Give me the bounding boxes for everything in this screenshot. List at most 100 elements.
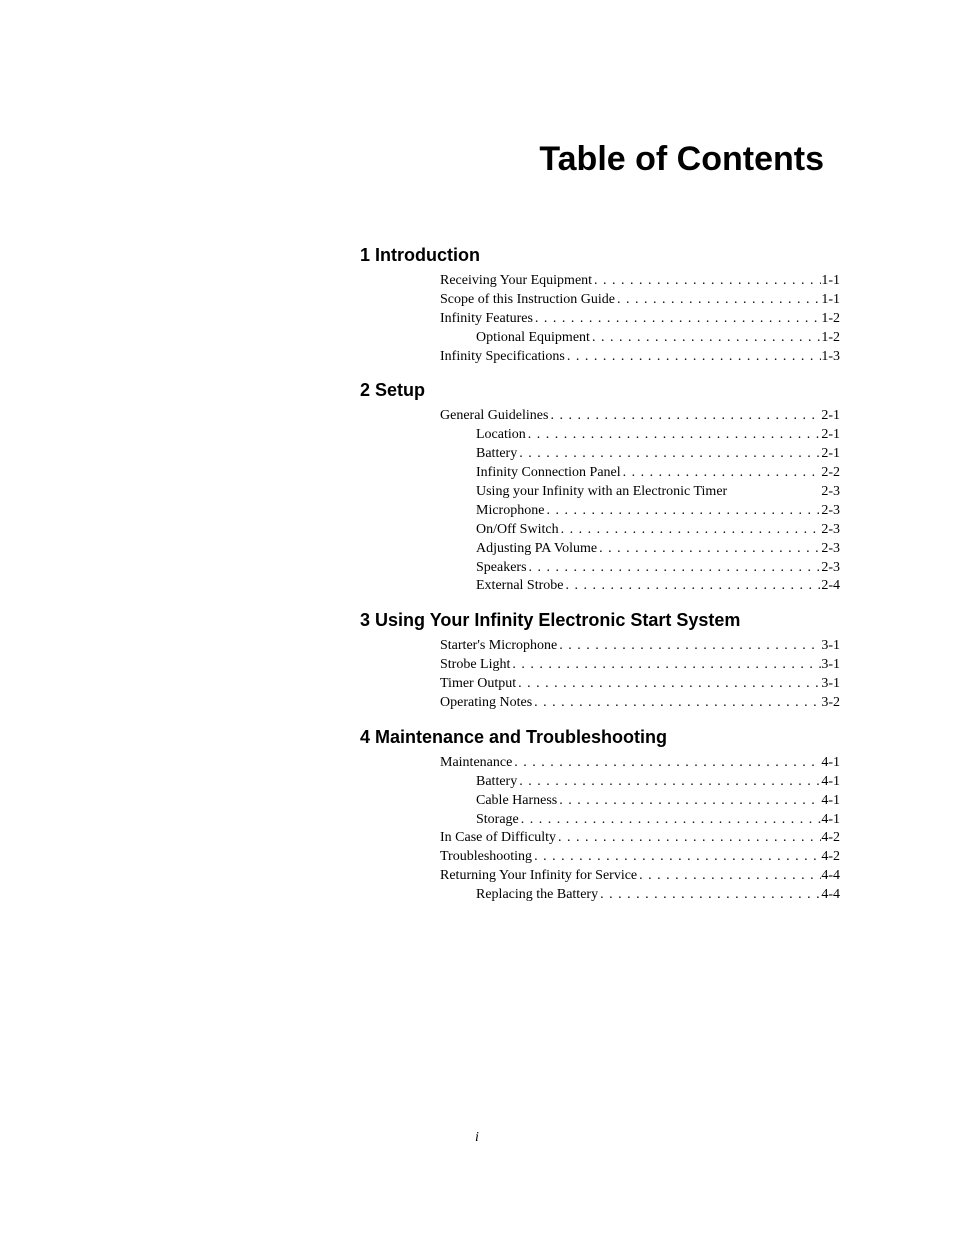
toc-leader-dots [559,521,822,540]
toc-entry-page: 4-1 [821,773,840,792]
toc-entry-label: Maintenance [440,754,512,773]
toc-entry-label: Storage [476,811,519,830]
toc-entry: Replacing the Battery 4-4 [476,886,840,905]
toc-entry: Strobe Light 3-1 [440,656,840,675]
toc-leader-dots [615,291,821,310]
toc-entry-label: Scope of this Instruction Guide [440,291,615,310]
toc-entry-page: 4-2 [821,848,840,867]
toc-entry-page: 4-1 [821,811,840,830]
toc-leader-dots [544,502,821,521]
toc-entry-page: 2-1 [821,445,840,464]
toc-entry-page: 3-1 [821,637,840,656]
toc-leader-dots [548,407,821,426]
toc-leader-dots [510,656,821,675]
toc-entry: Maintenance 4-1 [440,754,840,773]
toc-entry-page: 2-3 [821,521,840,540]
toc-leader-dots [563,577,821,596]
toc-entry: Scope of this Instruction Guide 1-1 [440,291,840,310]
toc-entry-page: 2-3 [821,502,840,521]
toc-leader-dots [621,464,822,483]
chapter-heading: 1 Introduction [360,245,854,266]
toc-leader-dots [532,694,821,713]
toc-entry-page: 2-3 [821,559,840,578]
toc-entry-label: Speakers [476,559,527,578]
toc-entry: Receiving Your Equipment 1-1 [440,272,840,291]
toc-entry-label: Strobe Light [440,656,510,675]
toc-leader-dots [556,829,821,848]
toc-block: General Guidelines 2-1 Location 2-1 Battery 2… [440,407,840,596]
toc-entry-label: Returning Your Infinity for Service [440,867,637,886]
toc-entry: Troubleshooting 4-2 [440,848,840,867]
toc-entry-page: 2-1 [821,407,840,426]
toc-page: Table of Contents 1 Introduction Receivin… [0,0,954,905]
toc-entry: Adjusting PA Volume2-3 [476,540,840,559]
toc-entry-label: General Guidelines [440,407,548,426]
toc-entry: In Case of Difficulty4-2 [440,829,840,848]
toc-leader-dots [565,348,822,367]
toc-entry-label: Optional Equipment [476,329,590,348]
toc-entry: On/Off Switch 2-3 [476,521,840,540]
toc-entry: Infinity Connection Panel 2-2 [476,464,840,483]
toc-entry-page: 3-2 [821,694,840,713]
toc-entry-page: 2-3 [821,540,840,559]
toc-entry: Storage 4-1 [476,811,840,830]
toc-entry-label: Timer Output [440,675,516,694]
toc-leader-dots [516,675,821,694]
toc-entry: Infinity Features1-2 [440,310,840,329]
toc-entry-label: Cable Harness [476,792,557,811]
toc-body: 1 Introduction Receiving Your Equipment 1-… [100,245,854,905]
toc-entry-page: 1-2 [821,329,840,348]
toc-entry-label: External Strobe [476,577,563,596]
toc-entry-label: Using your Infinity with an Electronic T… [476,483,727,502]
toc-entry-page: 2-4 [821,577,840,596]
toc-entry-page: 3-1 [821,656,840,675]
toc-entry-page: 4-4 [821,886,840,905]
toc-entry-label: Microphone [476,502,544,521]
toc-entry-label: Receiving Your Equipment [440,272,592,291]
toc-leader-dots [519,811,822,830]
toc-entry-label: Starter's Microphone [440,637,557,656]
toc-entry-label: Location [476,426,526,445]
toc-entry-page: 1-1 [821,291,840,310]
toc-leader-dots [526,426,822,445]
toc-entry: Optional Equipment 1-2 [476,329,840,348]
toc-leader-dots [590,329,821,348]
toc-entry: Infinity Specifications1-3 [440,348,840,367]
toc-entry-label: Battery [476,445,517,464]
toc-leader-dots [532,848,821,867]
toc-entry-page: 1-1 [821,272,840,291]
page-number-footer: i [0,1130,954,1146]
toc-entry: Timer Output 3-1 [440,675,840,694]
toc-leader-dots [557,792,821,811]
toc-leader-dots [597,540,821,559]
toc-entry-page: 2-1 [821,426,840,445]
toc-entry-label: On/Off Switch [476,521,559,540]
toc-leader-dots [527,559,822,578]
toc-entry-page: 2-3 [821,483,840,502]
toc-entry-label: Battery [476,773,517,792]
page-title: Table of Contents [100,140,824,179]
toc-leader-dots [517,445,821,464]
toc-entry: General Guidelines 2-1 [440,407,840,426]
toc-entry-label: Troubleshooting [440,848,532,867]
toc-entry-page: 3-1 [821,675,840,694]
toc-entry: Microphone 2-3 [476,502,840,521]
toc-entry: Battery 2-1 [476,445,840,464]
toc-entry-label: Operating Notes [440,694,532,713]
toc-entry: Speakers 2-3 [476,559,840,578]
toc-block: Maintenance 4-1 Battery 4-1 Cable Harness 4-1… [440,754,840,905]
toc-entry-page: 1-3 [821,348,840,367]
toc-entry: Battery 4-1 [476,773,840,792]
toc-entry-page: 2-2 [821,464,840,483]
toc-entry-label: Infinity Connection Panel [476,464,621,483]
toc-entry-label: Replacing the Battery [476,886,598,905]
toc-leader-dots [517,773,821,792]
chapter-heading: 2 Setup [360,380,854,401]
toc-block: Starter's Microphone3-1Strobe Light3-1Ti… [440,637,840,713]
toc-entry-page: 4-1 [821,754,840,773]
toc-entry: Returning Your Infinity for Service4-4 [440,867,840,886]
toc-leader-dots [592,272,821,291]
chapter-heading: 4 Maintenance and Troubleshooting [360,727,854,748]
toc-entry: Using your Infinity with an Electronic T… [476,483,840,502]
toc-leader-dots [533,310,821,329]
